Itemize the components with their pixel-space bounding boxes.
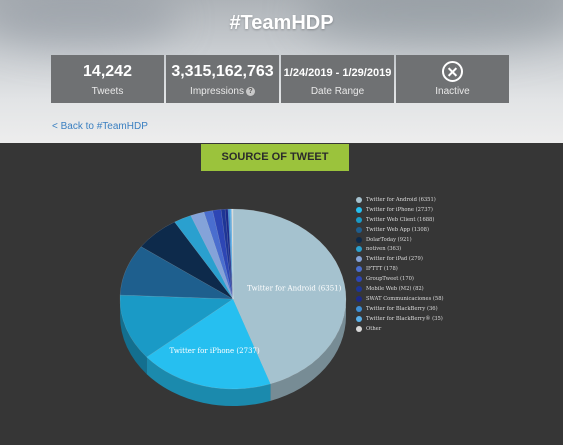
hero-banner: #TeamHDP 14,242 Tweets 3,315,162,763 Imp… — [0, 0, 563, 143]
pie-slice[interactable] — [212, 209, 234, 300]
legend-label: Twitter for BlackBerry (36) — [366, 305, 438, 312]
legend-swatch — [356, 315, 362, 322]
legend-label: Twitter for Android (6351) — [366, 196, 436, 203]
pie-slice[interactable] — [190, 211, 234, 300]
stat-date-range: 1/24/2019 - 1/29/2019 Date Range — [281, 55, 394, 103]
legend-item[interactable]: Twitter for iPad (279) — [356, 254, 444, 264]
pie-slice[interactable] — [119, 246, 234, 300]
pie-slice[interactable] — [227, 208, 234, 300]
legend-label: GroupTweet (170) — [366, 276, 414, 283]
back-link[interactable]: < Back to #TeamHDP — [52, 121, 148, 132]
legend-item[interactable]: Twitter for BlackBerry® (35) — [356, 314, 444, 324]
page-title: #TeamHDP — [229, 12, 334, 34]
section-tab-source-of-tweet[interactable]: SOURCE OF TWEET — [201, 144, 349, 171]
pie-data-label: Twitter for Android (6351) — [247, 285, 341, 293]
pie-slice[interactable] — [174, 215, 234, 300]
pie-slice[interactable] — [140, 221, 234, 300]
pie-slice[interactable] — [224, 208, 234, 300]
pie-chart: Twitter for Android (6351) Twitter for iP… — [119, 208, 347, 406]
help-icon[interactable]: ? — [245, 86, 255, 96]
legend-swatch — [356, 236, 362, 243]
legend-item[interactable]: Twitter for BlackBerry (36) — [356, 304, 444, 314]
stat-status: Inactive — [396, 55, 509, 103]
legend-item[interactable]: Twitter Web App (1308) — [356, 225, 444, 235]
stat-impressions-label: Impressions — [190, 86, 244, 97]
stat-tweets: 14,242 Tweets — [51, 55, 164, 103]
legend-label: SWAT Communicaciones (58) — [366, 295, 444, 302]
pie-slice[interactable] — [146, 298, 271, 390]
legend-label: Twitter Web App (1308) — [366, 226, 429, 233]
legend-label: Twitter Web Client (1688) — [366, 216, 435, 223]
stat-impressions-label-wrap: Impressions? — [166, 86, 279, 97]
legend-label: Twitter for BlackBerry® (35) — [366, 315, 443, 322]
legend-item[interactable]: IFTTT (178) — [356, 264, 444, 274]
stat-date-range-value: 1/24/2019 - 1/29/2019 — [283, 67, 392, 79]
stat-status-label: Inactive — [435, 86, 470, 97]
legend-swatch — [356, 246, 362, 253]
legend-swatch — [356, 276, 362, 283]
legend-label: Other — [366, 325, 382, 332]
stat-date-range-label: Date Range — [310, 86, 365, 97]
legend-item[interactable]: Twitter for iPhone (2737) — [356, 205, 444, 215]
pie-slice[interactable] — [203, 210, 234, 300]
stat-impressions: 3,315,162,763 Impressions? — [166, 55, 279, 103]
legend-item[interactable]: GroupTweet (170) — [356, 274, 444, 284]
chart-legend: Twitter for Android (6351) Twitter for iP… — [356, 195, 444, 333]
legend-swatch — [356, 206, 362, 213]
pie-slice[interactable] — [232, 208, 347, 385]
legend-item[interactable]: SWAT Communicaciones (58) — [356, 294, 444, 304]
legend-label: IFTTT (178) — [366, 266, 398, 273]
legend-label: notiven (363) — [366, 246, 402, 253]
close-circle-icon — [442, 61, 463, 82]
pie-slice[interactable] — [231, 208, 234, 300]
legend-label: Mobile Web (M2) (82) — [366, 285, 424, 292]
stat-tweets-label: Tweets — [91, 86, 124, 97]
pie-slice-side — [270, 299, 346, 401]
legend-item[interactable]: notiven (363) — [356, 244, 444, 254]
pie-data-label: Twitter for iPhone (2737) — [170, 347, 260, 355]
legend-swatch — [356, 256, 362, 263]
stat-tweets-value: 14,242 — [83, 63, 132, 80]
legend-swatch — [356, 305, 362, 312]
legend-swatch — [356, 216, 362, 223]
legend-item[interactable]: Twitter for Android (6351) — [356, 195, 444, 205]
legend-swatch — [356, 226, 362, 233]
pie-slice[interactable] — [220, 209, 234, 300]
legend-item[interactable]: Twitter Web Client (1688) — [356, 215, 444, 225]
legend-label: Twitter for iPad (279) — [366, 256, 423, 263]
legend-swatch — [356, 295, 362, 302]
pie-slice[interactable] — [229, 208, 234, 300]
legend-item[interactable]: Other — [356, 324, 444, 334]
legend-swatch — [356, 325, 362, 332]
pie-slice-side — [120, 299, 147, 375]
pie-slice[interactable] — [119, 294, 234, 358]
stats-bar: 14,242 Tweets 3,315,162,763 Impressions?… — [51, 55, 509, 103]
legend-item[interactable]: DolarToday (921) — [356, 235, 444, 245]
pie-slice-side — [146, 357, 271, 406]
stat-impressions-value: 3,315,162,763 — [171, 63, 274, 80]
legend-item[interactable]: Mobile Web (M2) (82) — [356, 284, 444, 294]
legend-swatch — [356, 285, 362, 292]
legend-label: Twitter for iPhone (2737) — [366, 206, 433, 213]
legend-label: DolarToday (921) — [366, 236, 412, 243]
legend-swatch — [356, 196, 362, 203]
legend-swatch — [356, 266, 362, 273]
